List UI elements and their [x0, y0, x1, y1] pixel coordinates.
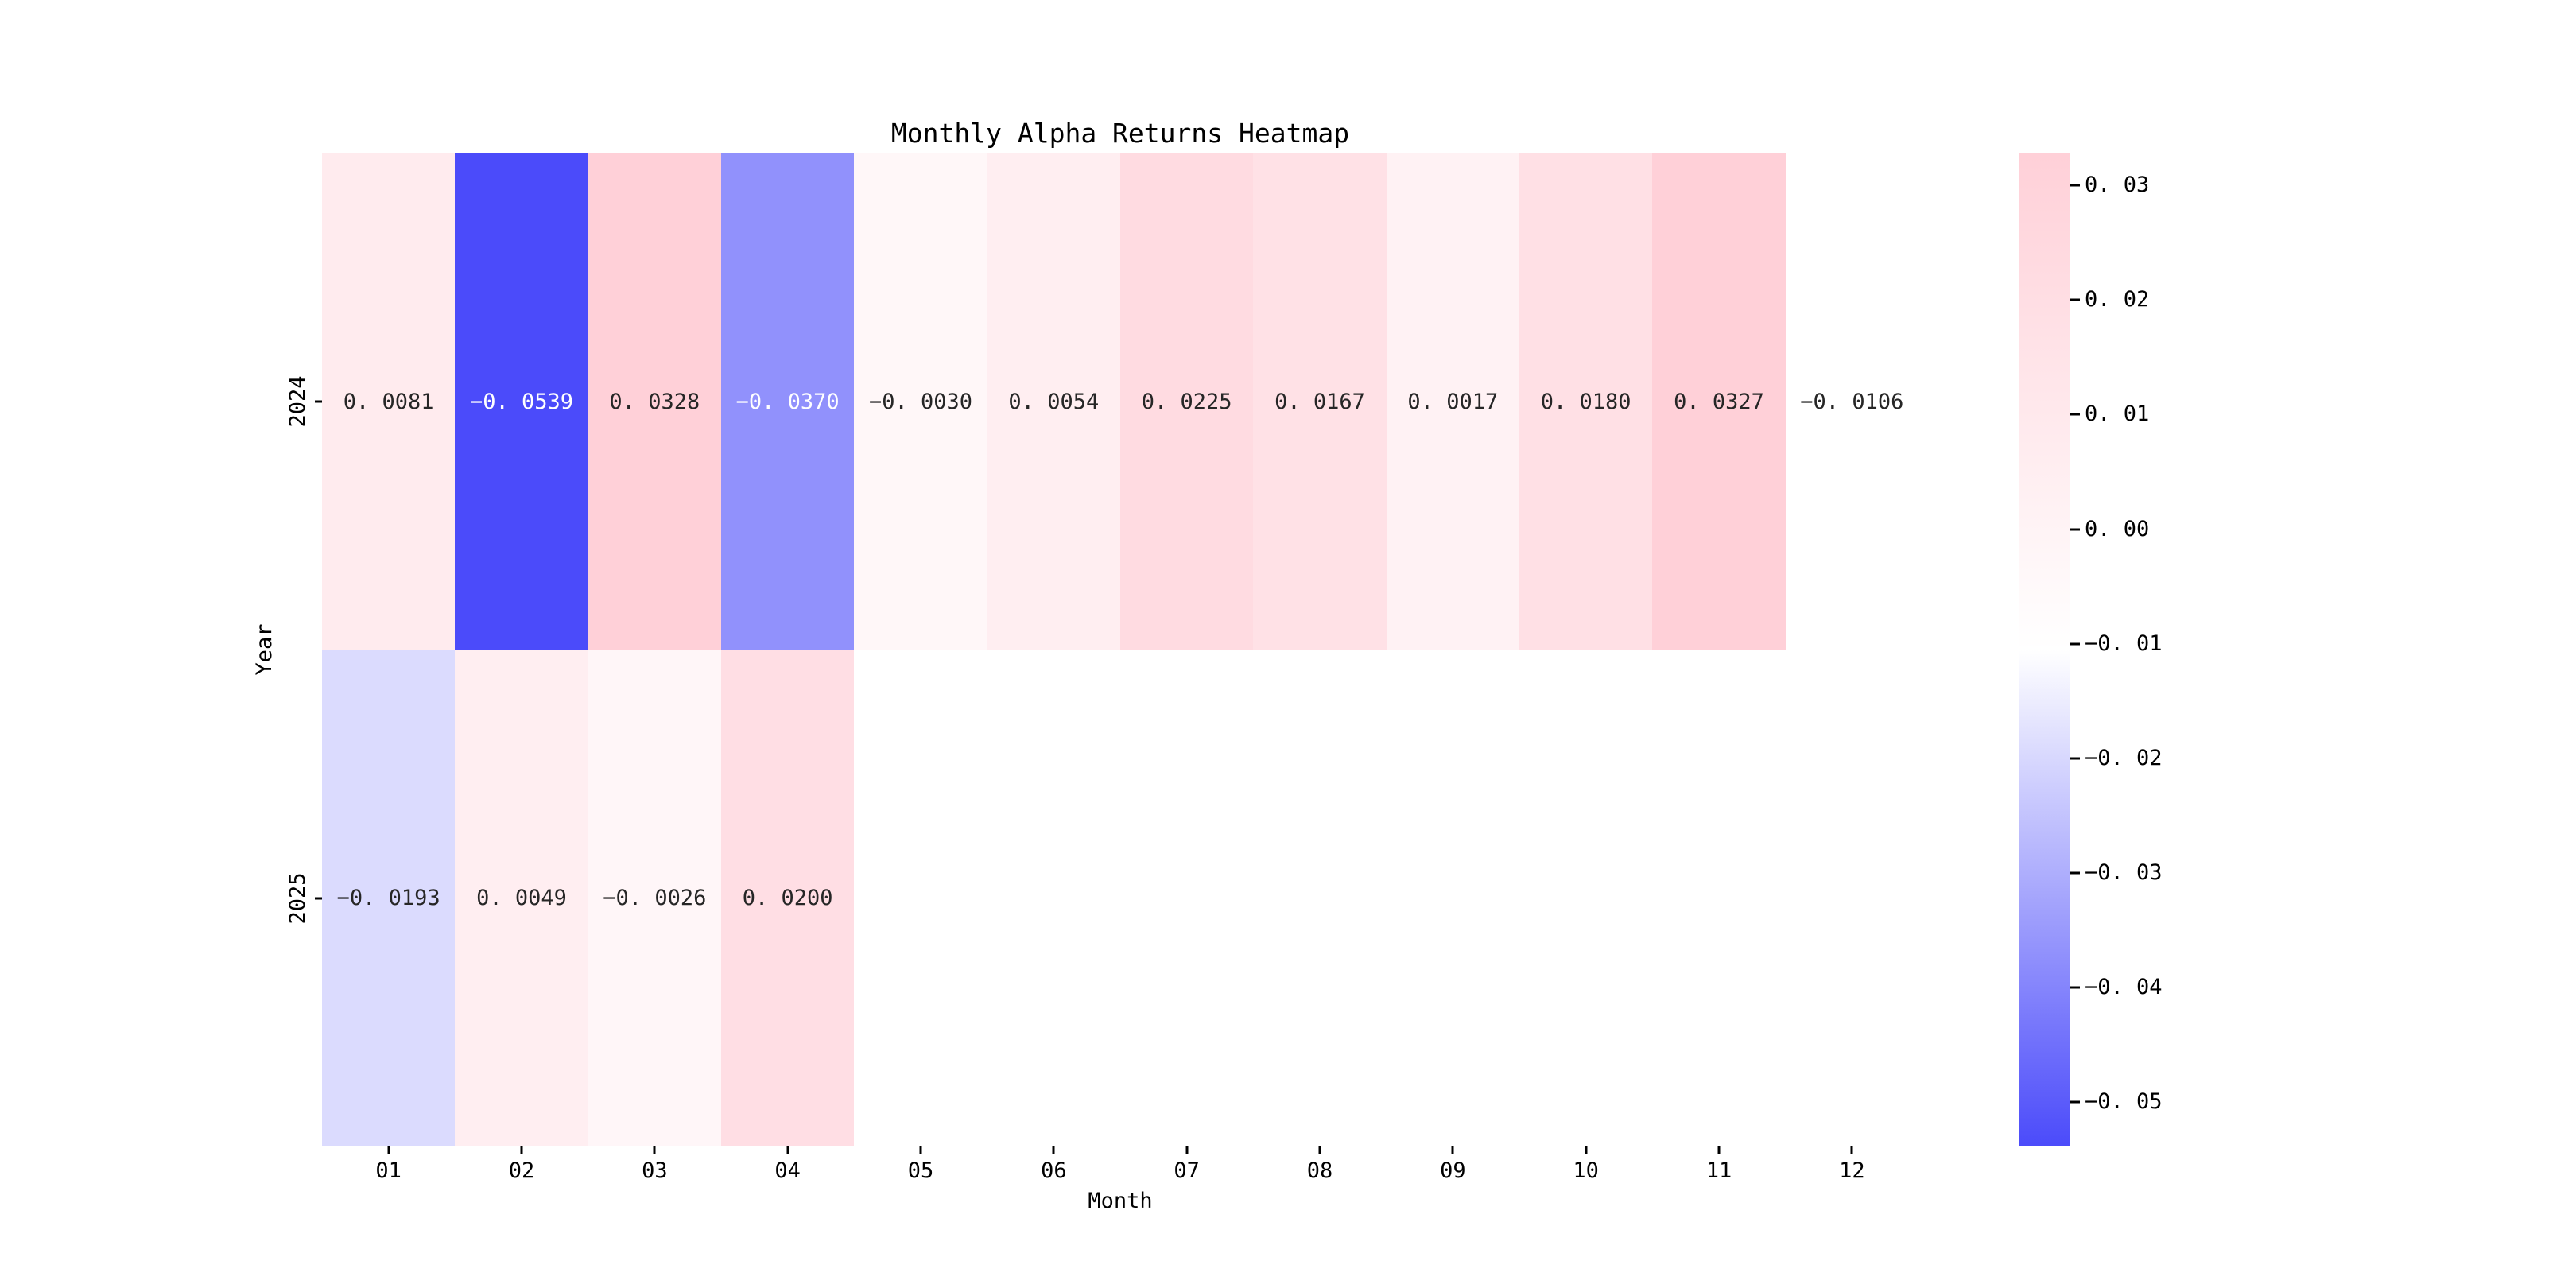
heatmap-cell	[1119, 650, 1254, 1146]
colorbar-tick-label: 0. 02	[2085, 287, 2150, 312]
x-tick-label: 08	[1306, 1158, 1333, 1183]
cell-value: 0. 0049	[476, 886, 567, 911]
heatmap-cell: 0. 0167	[1253, 153, 1387, 650]
x-tick-mark	[1451, 1146, 1454, 1154]
x-tick-label: 04	[774, 1158, 801, 1183]
cell-value: 0. 0054	[1008, 389, 1100, 414]
colorbar-tick-label: −0. 01	[2085, 630, 2163, 656]
x-tick-label: 02	[508, 1158, 535, 1183]
heatmap-cell	[1785, 650, 1918, 1146]
x-tick-mark	[1850, 1146, 1853, 1154]
colorbar-gradient	[2019, 153, 2070, 1146]
heatmap-cell	[1253, 650, 1387, 1146]
x-tick-mark	[919, 1146, 922, 1154]
cell-value: −0. 0539	[469, 389, 574, 414]
x-tick-mark	[520, 1146, 523, 1154]
heatmap-cell: −0. 0026	[588, 650, 721, 1146]
cell-value: 0. 0327	[1674, 389, 1764, 414]
x-tick-mark	[653, 1146, 656, 1154]
y-tick-mark	[315, 400, 322, 403]
colorbar-tick-mark	[2070, 298, 2080, 301]
cell-value: 0. 0180	[1540, 389, 1631, 414]
heatmap-cell: 0. 0049	[455, 650, 588, 1146]
x-tick-label: 05	[907, 1158, 934, 1183]
cell-value: 0. 0081	[343, 389, 434, 414]
x-axis: 01 02 03 04 05 06 07 08 09 10 11 12	[322, 1146, 1918, 1234]
heatmap-cell: 0. 0054	[987, 153, 1120, 650]
x-tick-label: 09	[1440, 1158, 1466, 1183]
cell-value: 0. 0200	[742, 886, 833, 911]
heatmap-cell: 0. 0017	[1386, 153, 1519, 650]
y-tick-label: 2025	[285, 872, 310, 925]
x-tick-label: 01	[375, 1158, 402, 1183]
colorbar-tick-mark	[2070, 184, 2080, 187]
heatmap-cell: 0. 0328	[588, 153, 721, 650]
heatmap-cell: −0. 0370	[720, 153, 855, 650]
y-tick-label: 2024	[285, 375, 310, 428]
y-axis: 2024 2025	[0, 153, 322, 1146]
colorbar-tick-mark	[2070, 757, 2080, 760]
heatmap-cell: −0. 0539	[455, 153, 588, 650]
x-axis-label: Month	[1088, 1189, 1153, 1213]
heatmap-cell	[854, 650, 987, 1146]
cell-value: 0. 0167	[1274, 389, 1365, 414]
x-tick-mark	[1585, 1146, 1588, 1154]
colorbar-tick-label: −0. 02	[2085, 745, 2163, 770]
x-tick-label: 06	[1041, 1158, 1067, 1183]
cell-value: −0. 0030	[868, 389, 973, 414]
x-tick-label: 11	[1705, 1158, 1732, 1183]
colorbar-tick-label: −0. 03	[2085, 859, 2163, 885]
colorbar-tick-mark	[2070, 528, 2080, 531]
colorbar-tick-mark	[2070, 642, 2080, 646]
heatmap-cell: 0. 0081	[322, 153, 456, 650]
y-tick-mark	[315, 897, 322, 900]
x-tick-mark	[1185, 1146, 1189, 1154]
x-tick-mark	[1717, 1146, 1721, 1154]
heatmap-cell	[1652, 650, 1786, 1146]
colorbar-tick-label: −0. 05	[2085, 1088, 2163, 1114]
heatmap-cell	[987, 650, 1120, 1146]
cell-value: 0. 0017	[1407, 389, 1499, 414]
colorbar-tick-label: 0. 00	[2085, 516, 2150, 541]
colorbar-tick-label: 0. 03	[2085, 173, 2150, 198]
colorbar-tick-label: 0. 01	[2085, 402, 2150, 427]
heatmap-cell: 0. 0327	[1652, 153, 1786, 650]
colorbar-tick-mark	[2070, 1100, 2080, 1104]
cell-value: −0. 0106	[1800, 389, 1904, 414]
heatmap-cell: −0. 0193	[322, 650, 456, 1146]
colorbar-tick-mark	[2070, 986, 2080, 989]
x-tick-mark	[1318, 1146, 1321, 1154]
heatmap-cell: 0. 0180	[1519, 153, 1653, 650]
y-axis-label: Year	[252, 623, 277, 676]
heatmap-cell: 0. 0225	[1119, 153, 1254, 650]
cell-value: −0. 0026	[603, 886, 707, 911]
x-tick-mark	[786, 1146, 789, 1154]
x-tick-label: 03	[642, 1158, 668, 1183]
x-tick-label: 07	[1174, 1158, 1200, 1183]
heatmap-cell: −0. 0106	[1785, 153, 1918, 650]
colorbar-tick-mark	[2070, 871, 2080, 875]
cell-value: 0. 0225	[1141, 389, 1232, 414]
heatmap-cell	[1386, 650, 1519, 1146]
x-tick-label: 12	[1839, 1158, 1865, 1183]
x-tick-mark	[1052, 1146, 1055, 1154]
chart-title: Monthly Alpha Returns Heatmap	[890, 118, 1350, 149]
heatmap-grid: 0. 0081 −0. 0539 0. 0328 −0. 0370 −0. 0030 0.…	[322, 153, 1918, 1146]
heatmap-cell: −0. 0030	[854, 153, 987, 650]
x-tick-label: 10	[1573, 1158, 1599, 1183]
colorbar-tick-mark	[2070, 413, 2080, 416]
x-tick-mark	[387, 1146, 390, 1154]
cell-value: −0. 0370	[735, 389, 840, 414]
cell-value: −0. 0193	[336, 886, 440, 911]
colorbar-axis: 0. 03 0. 02 0. 01 0. 00 −0. 01 −0. 02 −0. 03 −0…	[2070, 153, 2229, 1146]
colorbar-tick-label: −0. 04	[2085, 974, 2163, 999]
heatmap-cell	[1519, 650, 1653, 1146]
cell-value: 0. 0328	[609, 389, 700, 414]
heatmap-cell: 0. 0200	[720, 650, 855, 1146]
